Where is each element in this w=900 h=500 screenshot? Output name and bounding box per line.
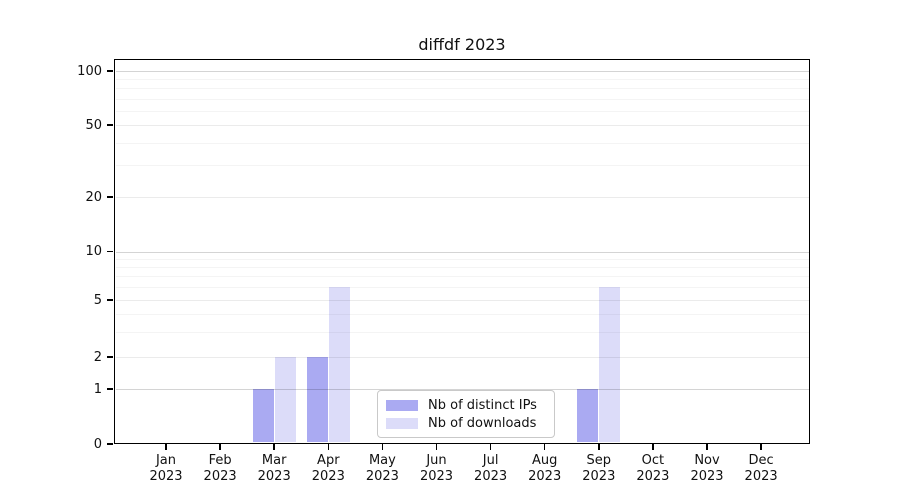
y-tick-label-2: 2 bbox=[93, 349, 102, 365]
legend: Nb of distinct IPs Nb of downloads bbox=[377, 390, 555, 438]
bar-nb-of-downloads-mar bbox=[274, 357, 296, 443]
y-tick-1 bbox=[107, 388, 113, 390]
bar-nb-of-distinct-ips-sep bbox=[577, 389, 599, 443]
gridline-y-1 bbox=[116, 389, 809, 390]
plot-area bbox=[114, 59, 810, 444]
x-tick-jul bbox=[489, 444, 492, 450]
legend-swatch-icon bbox=[386, 400, 418, 411]
bar-nb-of-distinct-ips-mar bbox=[252, 389, 274, 443]
x-tick-jun bbox=[435, 444, 438, 450]
y-tick-label-10: 10 bbox=[85, 244, 102, 259]
x-tick-label-dec: Dec 2023 bbox=[744, 453, 778, 484]
y-tick-10 bbox=[107, 250, 113, 253]
gridline-y-4 bbox=[116, 313, 809, 315]
y-tick-label-0: 0 bbox=[93, 436, 102, 452]
y-tick-label-50: 50 bbox=[85, 117, 102, 133]
gridline-y-20 bbox=[116, 197, 809, 198]
x-tick-label-feb: Feb 2023 bbox=[203, 453, 237, 484]
legend-label: Nb of distinct IPs bbox=[428, 398, 537, 413]
bar-nb-of-downloads-sep bbox=[599, 287, 621, 443]
x-tick-label-jan: Jan 2023 bbox=[149, 453, 183, 484]
y-tick-20 bbox=[107, 196, 113, 198]
gridline-y-2 bbox=[116, 357, 809, 358]
gridline-y-80 bbox=[116, 88, 809, 90]
gridline-y-3 bbox=[116, 331, 809, 333]
x-tick-aug bbox=[543, 444, 546, 450]
legend-label: Nb of downloads bbox=[428, 416, 537, 431]
x-tick-dec bbox=[760, 444, 762, 450]
y-tick-100 bbox=[107, 70, 113, 72]
x-tick-label-mar: Mar 2023 bbox=[257, 453, 291, 484]
y-tick-50 bbox=[107, 124, 113, 126]
gridline-y-6 bbox=[116, 287, 809, 289]
x-tick-nov bbox=[706, 444, 708, 450]
x-tick-label-sep: Sep 2023 bbox=[582, 453, 616, 484]
gridline-y-40 bbox=[116, 142, 809, 144]
y-tick-0 bbox=[107, 443, 113, 445]
x-tick-label-may: May 2023 bbox=[365, 453, 399, 484]
x-tick-jan bbox=[165, 444, 167, 450]
gridline-y-10 bbox=[116, 251, 809, 253]
gridline-y-8 bbox=[116, 267, 809, 269]
x-tick-feb bbox=[219, 444, 221, 450]
chart-title: diffdf 2023 bbox=[418, 35, 506, 54]
x-tick-may bbox=[381, 444, 384, 450]
x-tick-mar bbox=[273, 444, 275, 450]
legend-row-1: Nb of downloads bbox=[386, 415, 545, 432]
y-tick-label-5: 5 bbox=[93, 292, 102, 308]
gridline-y-7 bbox=[116, 276, 809, 278]
gridline-y-30 bbox=[116, 165, 809, 167]
gridline-y-90 bbox=[116, 79, 809, 81]
gridline-y-70 bbox=[116, 98, 809, 100]
legend-swatch-icon bbox=[386, 418, 418, 429]
y-tick-label-20: 20 bbox=[85, 189, 102, 205]
legend-row-0: Nb of distinct IPs bbox=[386, 397, 545, 414]
x-tick-label-aug: Aug 2023 bbox=[528, 453, 562, 484]
gridline-y-60 bbox=[116, 110, 809, 112]
gridline-y-100 bbox=[116, 71, 809, 72]
x-tick-sep bbox=[598, 444, 600, 450]
x-tick-label-apr: Apr 2023 bbox=[311, 453, 345, 484]
gridline-y-9 bbox=[116, 258, 809, 260]
x-tick-label-oct: Oct 2023 bbox=[636, 453, 670, 484]
y-tick-5 bbox=[107, 299, 113, 301]
x-tick-apr bbox=[327, 444, 330, 450]
y-tick-2 bbox=[107, 356, 113, 358]
gridline-y-50 bbox=[116, 125, 809, 126]
x-tick-oct bbox=[652, 444, 654, 450]
bar-nb-of-distinct-ips-apr bbox=[306, 357, 328, 443]
bar-nb-of-downloads-apr bbox=[328, 287, 350, 443]
gridline-y-5 bbox=[116, 300, 809, 301]
y-tick-label-1: 1 bbox=[93, 381, 102, 397]
y-tick-label-100: 100 bbox=[77, 63, 102, 79]
x-tick-label-jun: Jun 2023 bbox=[419, 453, 454, 484]
x-tick-label-jul: Jul 2023 bbox=[474, 453, 508, 484]
x-tick-label-nov: Nov 2023 bbox=[690, 453, 724, 484]
